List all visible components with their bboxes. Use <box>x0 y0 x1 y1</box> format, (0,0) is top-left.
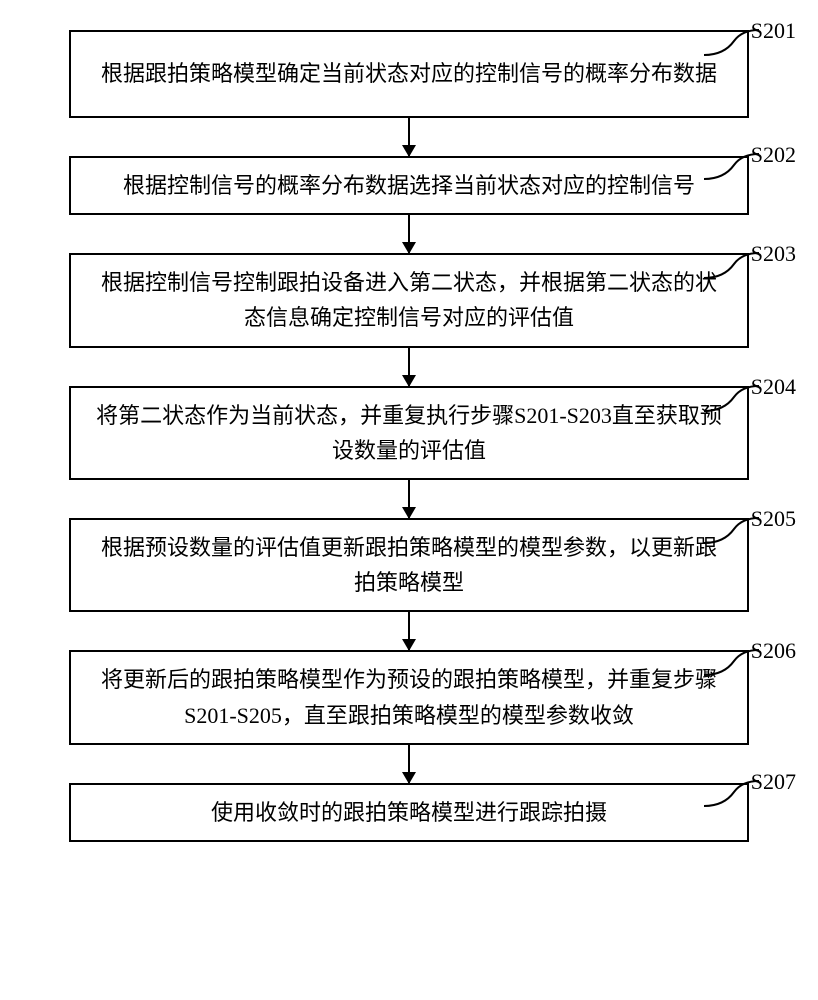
step-s207: 使用收敛时的跟拍策略模型进行跟踪拍摄 S207 <box>0 783 818 842</box>
step-s204: 将第二状态作为当前状态，并重复执行步骤S201-S203直至获取预设数量的评估值… <box>0 386 818 480</box>
step-box-s202: 根据控制信号的概率分布数据选择当前状态对应的控制信号 <box>69 156 749 215</box>
step-box-s203: 根据控制信号控制跟拍设备进入第二状态，并根据第二状态的状态信息确定控制信号对应的… <box>69 253 749 347</box>
step-box-s204: 将第二状态作为当前状态，并重复执行步骤S201-S203直至获取预设数量的评估值 <box>69 386 749 480</box>
arrow-icon <box>408 480 410 518</box>
step-text: 根据跟拍策略模型确定当前状态对应的控制信号的概率分布数据 <box>101 56 717 91</box>
arrow-icon <box>408 745 410 783</box>
label-connector-icon <box>704 382 764 417</box>
arrow-icon <box>408 348 410 386</box>
label-connector-icon <box>704 26 764 61</box>
label-connector-icon <box>704 249 764 284</box>
step-text: 根据预设数量的评估值更新跟拍策略模型的模型参数，以更新跟拍策略模型 <box>91 530 727 600</box>
step-s201: 根据跟拍策略模型确定当前状态对应的控制信号的概率分布数据 S201 <box>0 30 818 118</box>
step-text: 将第二状态作为当前状态，并重复执行步骤S201-S203直至获取预设数量的评估值 <box>91 398 727 468</box>
step-box-s206: 将更新后的跟拍策略模型作为预设的跟拍策略模型，并重复步骤S201-S205，直至… <box>69 650 749 744</box>
step-text: 使用收敛时的跟拍策略模型进行跟踪拍摄 <box>211 795 607 830</box>
step-box-s201: 根据跟拍策略模型确定当前状态对应的控制信号的概率分布数据 <box>69 30 749 118</box>
arrow-icon <box>408 215 410 253</box>
arrow-icon <box>408 612 410 650</box>
step-s203: 根据控制信号控制跟拍设备进入第二状态，并根据第二状态的状态信息确定控制信号对应的… <box>0 253 818 347</box>
flowchart-container: 根据跟拍策略模型确定当前状态对应的控制信号的概率分布数据 S201 根据控制信号… <box>0 30 818 842</box>
label-connector-icon <box>704 646 764 681</box>
step-box-s205: 根据预设数量的评估值更新跟拍策略模型的模型参数，以更新跟拍策略模型 <box>69 518 749 612</box>
step-s206: 将更新后的跟拍策略模型作为预设的跟拍策略模型，并重复步骤S201-S205，直至… <box>0 650 818 744</box>
step-s205: 根据预设数量的评估值更新跟拍策略模型的模型参数，以更新跟拍策略模型 S205 <box>0 518 818 612</box>
label-connector-icon <box>704 777 764 812</box>
step-text: 将更新后的跟拍策略模型作为预设的跟拍策略模型，并重复步骤S201-S205，直至… <box>91 662 727 732</box>
step-text: 根据控制信号控制跟拍设备进入第二状态，并根据第二状态的状态信息确定控制信号对应的… <box>91 265 727 335</box>
step-box-s207: 使用收敛时的跟拍策略模型进行跟踪拍摄 <box>69 783 749 842</box>
label-connector-icon <box>704 150 764 185</box>
label-connector-icon <box>704 514 764 549</box>
step-s202: 根据控制信号的概率分布数据选择当前状态对应的控制信号 S202 <box>0 156 818 215</box>
arrow-icon <box>408 118 410 156</box>
step-text: 根据控制信号的概率分布数据选择当前状态对应的控制信号 <box>123 168 695 203</box>
